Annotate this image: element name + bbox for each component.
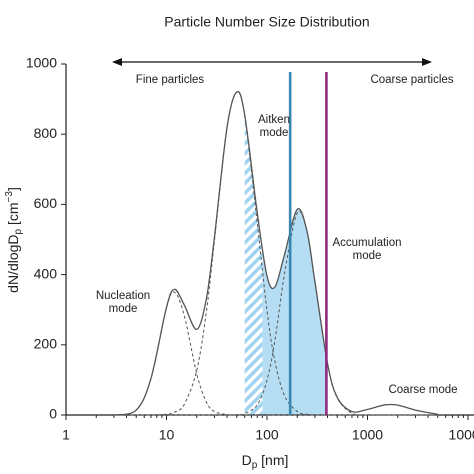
hatched-region <box>244 114 263 415</box>
y-tick-label: 0 <box>49 406 57 422</box>
label-part: p <box>13 228 24 234</box>
x-tick-label: 10 <box>159 427 175 443</box>
nucleation-label: Nucleation mode <box>95 290 151 315</box>
y-tick-label: 400 <box>34 265 58 281</box>
total-curve <box>113 90 438 416</box>
label-part: −3 <box>4 191 15 203</box>
y-tick-label: 800 <box>34 125 58 141</box>
label-part: [nm] <box>257 452 288 468</box>
y-tick-label: 200 <box>34 336 58 352</box>
x-axis-label: Dp [nm] <box>242 452 289 471</box>
fine-label: Fine particles <box>136 74 205 86</box>
coarse-mode-label: Coarse mode <box>388 384 458 396</box>
x-tick-label: 1 <box>62 427 70 443</box>
accumulation-label: Accumulation mode <box>332 237 402 262</box>
x-tick-label: 10000 <box>449 427 474 443</box>
chart-title: Particle Number Size Distribution <box>164 14 369 30</box>
y-axis-label: dN/dlogDp [cm−3] <box>4 187 24 293</box>
label-part: p <box>252 460 258 471</box>
label-part: [cm <box>5 202 21 228</box>
x-tick-label: 1000 <box>352 427 383 443</box>
label-part: ] <box>5 187 21 191</box>
y-tick-label: 1000 <box>26 55 57 71</box>
range-arrow <box>112 58 432 66</box>
label-part: D <box>242 452 252 468</box>
aitken-label: Aitken mode <box>258 114 290 139</box>
y-tick-label: 600 <box>34 195 58 211</box>
coarse-label: Coarse particles <box>370 74 453 86</box>
x-tick-label: 100 <box>255 427 279 443</box>
label-part: dN/dlogD <box>5 234 21 292</box>
